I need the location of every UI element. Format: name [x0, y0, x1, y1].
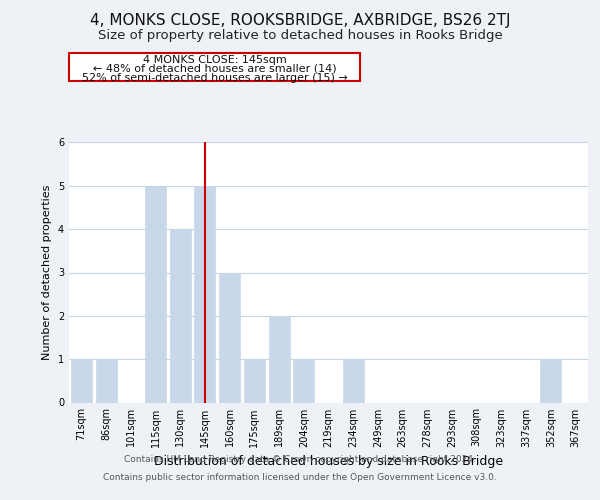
Bar — [95, 359, 116, 403]
Text: Contains public sector information licensed under the Open Government Licence v3: Contains public sector information licen… — [103, 472, 497, 482]
Bar — [343, 359, 364, 403]
Bar — [541, 359, 562, 403]
Text: Size of property relative to detached houses in Rooks Bridge: Size of property relative to detached ho… — [98, 29, 502, 42]
Text: 4, MONKS CLOSE, ROOKSBRIDGE, AXBRIDGE, BS26 2TJ: 4, MONKS CLOSE, ROOKSBRIDGE, AXBRIDGE, B… — [90, 12, 510, 28]
Bar — [219, 272, 240, 402]
Bar — [194, 186, 215, 402]
Bar — [244, 359, 265, 403]
Bar — [145, 186, 166, 402]
Text: Contains HM Land Registry data © Crown copyright and database right 2024.: Contains HM Land Registry data © Crown c… — [124, 455, 476, 464]
X-axis label: Distribution of detached houses by size in Rooks Bridge: Distribution of detached houses by size … — [154, 455, 503, 468]
Text: 4 MONKS CLOSE: 145sqm: 4 MONKS CLOSE: 145sqm — [143, 55, 286, 65]
Bar — [293, 359, 314, 403]
Y-axis label: Number of detached properties: Number of detached properties — [43, 185, 52, 360]
Text: ← 48% of detached houses are smaller (14): ← 48% of detached houses are smaller (14… — [92, 64, 337, 74]
Bar — [71, 359, 92, 403]
Bar — [269, 316, 290, 402]
Text: 52% of semi-detached houses are larger (15) →: 52% of semi-detached houses are larger (… — [82, 73, 347, 83]
Bar — [170, 229, 191, 402]
